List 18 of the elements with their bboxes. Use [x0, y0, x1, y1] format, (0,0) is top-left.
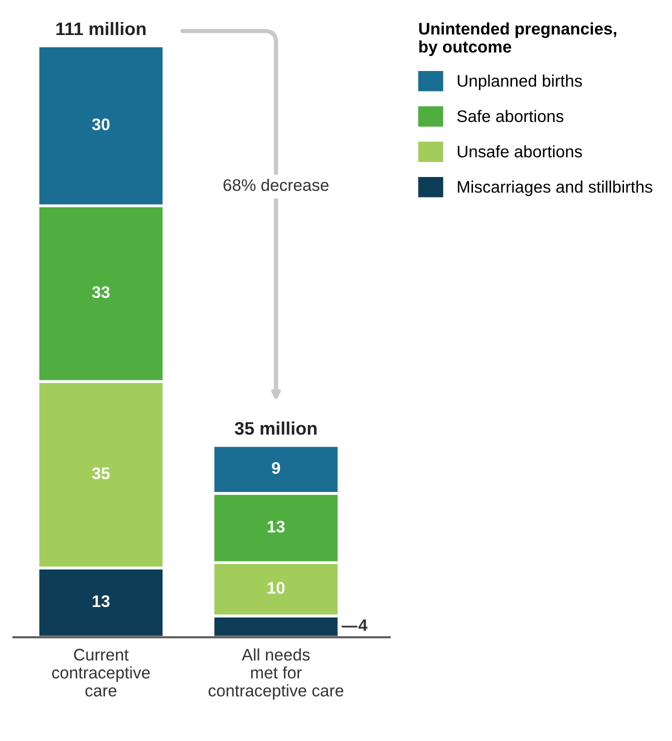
data-label: 10	[268, 582, 285, 594]
legend-label: Unplanned births	[458, 74, 582, 90]
annotation: 68% decrease	[224, 178, 329, 192]
total-label: 111 million	[56, 22, 146, 36]
data-label: 9	[272, 462, 280, 474]
legend-title: Unintended pregnancies, by outcome	[419, 22, 616, 56]
x-tick-label: Current contraceptive care	[52, 648, 150, 697]
data-label: 4	[358, 619, 368, 631]
data-label: 30	[92, 118, 110, 130]
x-tick-label: All needs met for contraceptive care	[208, 648, 344, 700]
legend-label: Unsafe abortions	[458, 145, 582, 158]
data-label: 35	[92, 467, 110, 480]
legend-label: Miscarriages and stillbirths	[458, 180, 652, 196]
legend-label: Safe abortions	[457, 110, 564, 122]
total-label: 35 million	[234, 422, 317, 435]
data-label: 33	[92, 286, 110, 298]
data-label: 13	[268, 520, 285, 533]
data-label: 13	[92, 595, 110, 608]
